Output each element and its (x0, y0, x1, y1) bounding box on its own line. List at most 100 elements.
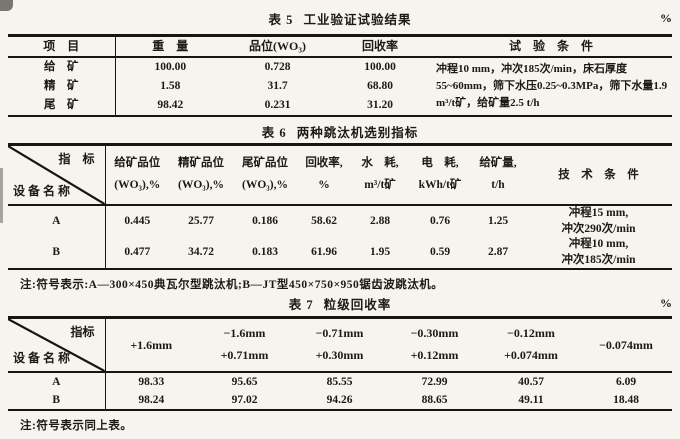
t7-cell: 6.09 (615, 375, 637, 388)
table5-caption-row: 表 5 工业验证试验结果 % (8, 9, 672, 28)
t7-cell: 98.24 (138, 393, 165, 406)
t7-corner-indicator-label: 指标 (70, 325, 95, 340)
t7-header-size-0p30-0p12: −0.30mm +0.12mm (387, 317, 482, 374)
t6-corner-device-label: 设 备 名 称 (13, 184, 71, 198)
t7-cell: 72.99 (421, 375, 448, 388)
t6-cell: 0.59 (429, 246, 451, 259)
t7-cell: 40.57 (518, 375, 544, 388)
t5-header-recovery: 回收率 (330, 35, 430, 58)
t6-cell: 58.62 (311, 215, 337, 228)
t7-cell: 98.33 (138, 375, 165, 388)
t5-cell-weight: 1.58 (160, 80, 181, 93)
t6-cell: 2.87 (487, 246, 509, 259)
t6-diagonal-header-cell: 指 标 设 备 名 称 (8, 144, 106, 206)
t7-device-label: B (8, 391, 106, 411)
table6-footnote: 注:符号表示:A—300×450典瓦尔型跳汰机;B—JT型450×750×950… (20, 279, 444, 292)
t7-cell: 88.65 (421, 393, 448, 406)
t6-corner-indicator-label: 指 标 (58, 152, 95, 166)
t6-header-water-consumption: 水 耗, m³/t矿 (351, 144, 409, 206)
t7-header-size-plus1p6: +1.6mm (105, 317, 197, 374)
table5-caption: 表 5 工业验证试验结果 (36, 9, 644, 28)
t7-cell: 95.65 (231, 375, 258, 388)
t6-header-recovery: 回收率, % (297, 144, 351, 206)
t6-header-tech-conditions: 技 术 条 件 (525, 144, 672, 206)
scan-edge-artifact (0, 168, 3, 223)
table5-label: 表 5 (268, 12, 294, 27)
table7-footnote: 注:符号表示同上表。 (20, 420, 133, 433)
t5-cell-weight: 98.42 (157, 99, 184, 112)
t6-device-label: B (8, 237, 106, 270)
t6-tech-conditions-cell: 冲程10 mm, 冲次185次/min (561, 238, 636, 266)
diagonal-divider (8, 146, 105, 204)
table6: 指 标 设 备 名 称 给矿品位 (WO₃),% 精矿品位 (WO₃),% 尾矿… (8, 143, 672, 271)
t7-header-size-minus0p074: −0.074mm (580, 317, 672, 374)
diagonal-divider (8, 319, 105, 371)
t5-header-weight: 重 量 (115, 35, 225, 58)
t6-cell: 34.72 (188, 246, 214, 259)
t6-cell: 0.186 (252, 215, 278, 228)
t7-header-size-1p6-0p71: −1.6mm +0.71mm (197, 317, 292, 374)
table7-title: 粒级回收率 (323, 297, 392, 312)
table7-caption: 表 7 粒级回收率 (36, 294, 644, 313)
t5-row-label: 尾 矿 (8, 96, 116, 116)
table7-header-row: 指标 设 备 名 称 +1.6mm −1.6mm +0.71mm −0.71mm… (8, 317, 672, 374)
table7-row-B: B 98.24 97.02 94.26 88.65 49.11 18.48 (8, 391, 672, 411)
table6-caption-row: 表 6 两种跳汰机选别指标 (8, 122, 672, 141)
t6-header-tailings-grade: 尾矿品位 (WO₃),% (233, 144, 297, 206)
t7-cell: 94.26 (326, 393, 353, 406)
table5-header-row: 项 目 重 量 品位(WO₃) 回收率 试 验 条 件 (8, 35, 672, 58)
t7-diagonal-header-cell: 指标 设 备 名 称 (8, 317, 106, 374)
t7-cell: 97.02 (231, 393, 258, 406)
t6-cell: 0.477 (124, 246, 151, 259)
t6-cell: 25.77 (188, 215, 214, 228)
table7-unit-label: % (660, 295, 672, 310)
t5-row-label: 精 矿 (8, 77, 116, 96)
t7-cell: 49.11 (518, 393, 544, 406)
t5-row-label: 给 矿 (8, 57, 116, 77)
t7-cell: 85.55 (326, 375, 353, 388)
table5-row-feed: 给 矿 100.00 0.728 100.00 冲程10 mm，冲次185次/m… (8, 57, 672, 109)
table5-title: 工业验证试验结果 (303, 12, 412, 27)
t7-corner-device-label: 设 备 名 称 (13, 351, 71, 366)
t6-cell: 0.76 (429, 215, 451, 228)
table6-title: 两种跳汰机选别指标 (296, 125, 419, 140)
t6-tech-conditions-cell: 冲程15 mm, 冲次290次/min (561, 207, 636, 235)
table6-header-row: 指 标 设 备 名 称 给矿品位 (WO₃),% 精矿品位 (WO₃),% 尾矿… (8, 144, 672, 206)
t5-cell-recovery: 100.00 (364, 61, 396, 74)
scan-edge-artifact (0, 0, 13, 11)
table6-caption: 表 6 两种跳汰机选别指标 (36, 122, 644, 141)
table7-caption-row: 表 7 粒级回收率 % (8, 294, 672, 313)
t6-device-label: A (8, 205, 106, 238)
t5-cell-recovery: 68.80 (367, 80, 393, 93)
t6-header-feed-rate: 给矿量, t/h (471, 144, 525, 206)
t5-cell-grade: 0.231 (264, 99, 291, 112)
t5-cell-recovery: 31.20 (367, 99, 393, 112)
t5-conditions-cell: 冲程10 mm，冲次185次/min，床石厚度55~60mm，筛下水压0.25~… (436, 62, 668, 110)
table7-row-A: A 98.33 95.65 85.55 72.99 40.57 6.09 (8, 372, 672, 392)
t7-device-label: A (8, 372, 106, 392)
table5-row-tailings: 尾 矿 98.42 0.231 31.20 (8, 96, 672, 116)
table5-unit-label: % (660, 10, 672, 25)
t6-cell: 1.25 (487, 215, 509, 228)
t6-header-feed-grade: 给矿品位 (WO₃),% (105, 144, 169, 206)
table7: 指标 设 备 名 称 +1.6mm −1.6mm +0.71mm −0.71mm… (8, 316, 672, 412)
t7-header-size-0p71-0p30: −0.71mm +0.30mm (292, 317, 387, 374)
table5: 项 目 重 量 品位(WO₃) 回收率 试 验 条 件 给 矿 100.00 0… (8, 34, 672, 117)
t6-cell: 1.95 (369, 246, 391, 259)
t6-cell: 2.88 (369, 215, 391, 228)
table7-label: 表 7 (288, 297, 314, 312)
t6-cell: 61.96 (311, 246, 337, 259)
t5-cell-grade: 31.7 (267, 80, 288, 93)
t7-cell: 18.48 (613, 393, 639, 406)
t6-cell: 0.183 (252, 246, 278, 259)
t5-header-item: 项 目 (8, 35, 116, 58)
table5-row-concentrate: 精 矿 1.58 31.7 68.80 (8, 77, 672, 96)
table6-row-B: B 0.477 34.72 0.183 61.96 1.95 0.59 2.87… (8, 237, 672, 270)
table6-label: 表 6 (261, 125, 287, 140)
t5-header-grade: 品位(WO₃) (225, 35, 330, 58)
t6-header-power-consumption: 电 耗, kWh/t矿 (409, 144, 471, 206)
t5-cell-grade: 0.728 (264, 61, 291, 74)
t5-cell-weight: 100.00 (154, 61, 187, 74)
t7-header-size-0p12-0p074: −0.12mm +0.074mm (482, 317, 580, 374)
